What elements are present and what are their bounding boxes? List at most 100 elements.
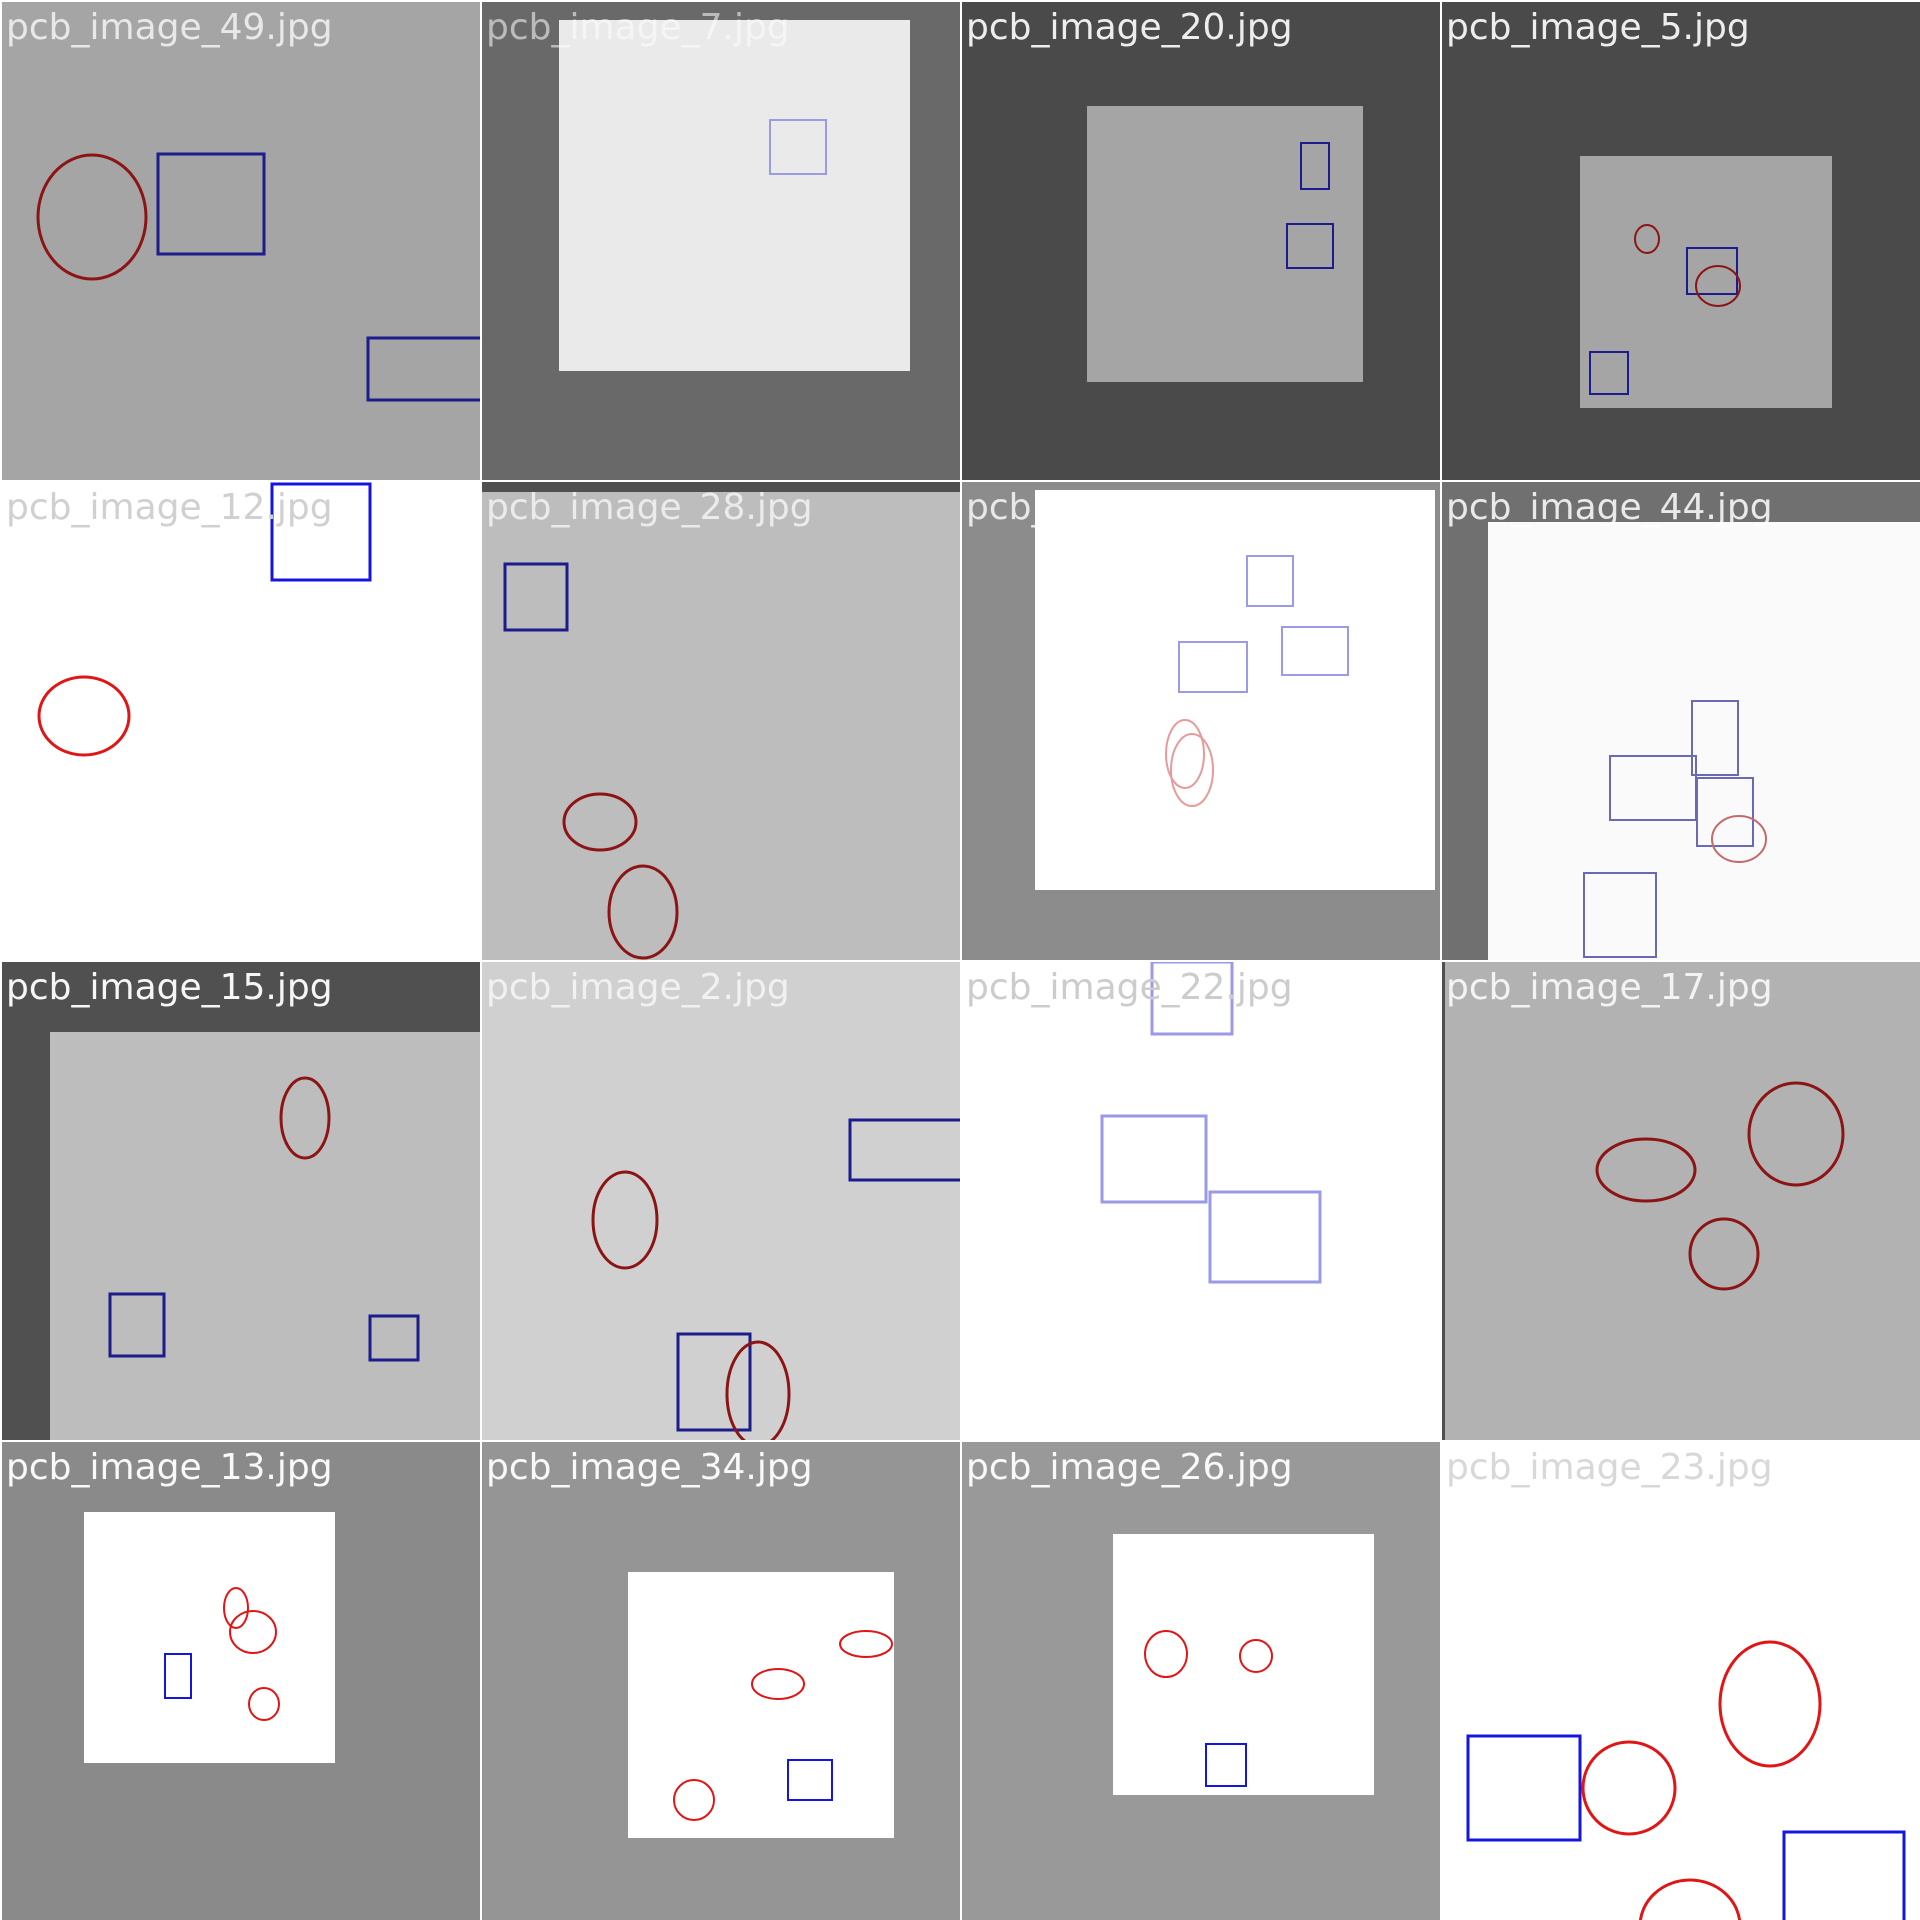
thumbnail-tile[interactable]: pcb_image_49.jpg [2, 2, 480, 480]
rectangle-outline [366, 336, 480, 402]
circle-outline [1695, 265, 1741, 307]
circle-outline [1638, 1878, 1742, 1920]
rectangle-outline [1208, 1190, 1322, 1284]
rectangle-outline [1246, 555, 1294, 607]
board-region [1488, 522, 1920, 960]
circle-outline [229, 1610, 277, 1654]
rectangle-outline [156, 152, 266, 256]
circle-outline [1711, 815, 1767, 863]
rectangle-outline [1286, 223, 1334, 269]
circle-outline [279, 1076, 331, 1160]
board-region [1580, 156, 1832, 408]
rectangle-outline [1782, 1830, 1906, 1920]
thumbnail-image [962, 2, 1440, 480]
thumbnail-tile[interactable]: pcb_image_13.jpg [2, 1442, 480, 1920]
rectangle-outline [1178, 641, 1248, 693]
circle-outline [591, 1170, 659, 1270]
thumbnail-image [962, 1442, 1440, 1920]
rectangle-outline [1281, 626, 1349, 676]
thumbnail-image [1442, 962, 1920, 1440]
circle-outline [1165, 719, 1205, 789]
thumbnail-image [1442, 2, 1920, 480]
rectangle-outline [368, 1314, 420, 1362]
circle-outline [1595, 1137, 1697, 1203]
thumbnail-tile[interactable]: pcb_image_7.jpg [482, 2, 960, 480]
thumbnail-tile[interactable]: pcb_image_12.jpg [2, 482, 480, 960]
thumbnail-tile[interactable]: pcb_image_20.jpg [962, 2, 1440, 480]
thumbnail-image [482, 1442, 960, 1920]
thumbnail-tile[interactable]: pcb_image_34.jpg [482, 1442, 960, 1920]
circle-outline [37, 675, 131, 757]
circle-outline [1144, 1630, 1188, 1678]
rectangle-outline [270, 482, 372, 582]
thumbnail-image [482, 2, 960, 480]
thumbnail-tile[interactable]: pcb_image_18.jpg [962, 482, 1440, 960]
rectangle-outline [1150, 962, 1234, 1036]
rectangle-outline [1205, 1743, 1247, 1787]
image-edge-band [1442, 962, 1445, 1440]
circle-outline [562, 792, 638, 852]
thumbnail-image [482, 482, 960, 960]
circle-outline [607, 864, 679, 960]
circle-outline [1634, 224, 1660, 254]
rectangle-outline [1300, 142, 1330, 190]
circle-outline [1170, 733, 1214, 807]
image-background [1442, 962, 1920, 1440]
board-region [50, 1032, 480, 1440]
circle-outline [1581, 1740, 1677, 1836]
circle-outline [1688, 1217, 1760, 1291]
circle-outline [673, 1779, 715, 1821]
thumbnail-tile[interactable]: pcb_image_17.jpg [1442, 962, 1920, 1440]
thumbnail-image [2, 2, 480, 480]
board-region [1035, 490, 1435, 890]
rectangle-outline [503, 562, 569, 632]
rectangle-outline [787, 1759, 833, 1801]
circle-outline [751, 1668, 805, 1700]
thumbnail-tile[interactable]: pcb_image_26.jpg [962, 1442, 1440, 1920]
thumbnail-tile[interactable]: pcb_image_5.jpg [1442, 2, 1920, 480]
circle-outline [36, 153, 148, 281]
image-background [482, 962, 960, 1440]
rectangle-outline [1583, 872, 1657, 958]
circle-outline [248, 1687, 280, 1721]
image-background [1442, 1442, 1920, 1920]
rectangle-outline [676, 1332, 752, 1432]
board-region [559, 20, 910, 371]
rectangle-outline [1686, 247, 1738, 295]
rectangle-outline [1100, 1114, 1208, 1204]
thumbnail-image [2, 482, 480, 960]
circle-outline [1239, 1639, 1273, 1673]
thumbnail-tile[interactable]: pcb_image_44.jpg [1442, 482, 1920, 960]
thumbnail-image [962, 962, 1440, 1440]
thumbnail-tile[interactable]: pcb_image_23.jpg [1442, 1442, 1920, 1920]
rectangle-outline [769, 119, 827, 175]
rectangle-outline [1589, 351, 1629, 395]
thumbnail-tile[interactable]: pcb_image_15.jpg [2, 962, 480, 1440]
rectangle-outline [164, 1653, 192, 1699]
thumbnail-tile[interactable]: pcb_image_22.jpg [962, 962, 1440, 1440]
thumbnail-tile[interactable]: pcb_image_2.jpg [482, 962, 960, 1440]
rectangle-outline [1696, 777, 1754, 847]
rectangle-outline [848, 1118, 960, 1182]
rectangle-outline [1466, 1734, 1582, 1842]
image-background [482, 482, 960, 960]
thumbnail-tile[interactable]: pcb_image_28.jpg [482, 482, 960, 960]
rectangle-outline [1691, 700, 1739, 776]
circle-outline [725, 1340, 791, 1440]
thumbnail-image [1442, 1442, 1920, 1920]
image-edge-band [482, 482, 960, 492]
image-background [2, 482, 480, 960]
circle-outline [1718, 1640, 1822, 1768]
circle-outline [839, 1630, 893, 1658]
image-background [2, 2, 480, 480]
circle-outline [223, 1587, 249, 1629]
circle-outline [1747, 1081, 1845, 1187]
thumbnail-image [962, 482, 1440, 960]
board-region [84, 1512, 335, 1763]
board-region [628, 1572, 894, 1838]
rectangle-outline [108, 1292, 166, 1358]
thumbnail-image [2, 962, 480, 1440]
thumbnail-image [1442, 482, 1920, 960]
board-region [1087, 106, 1363, 382]
